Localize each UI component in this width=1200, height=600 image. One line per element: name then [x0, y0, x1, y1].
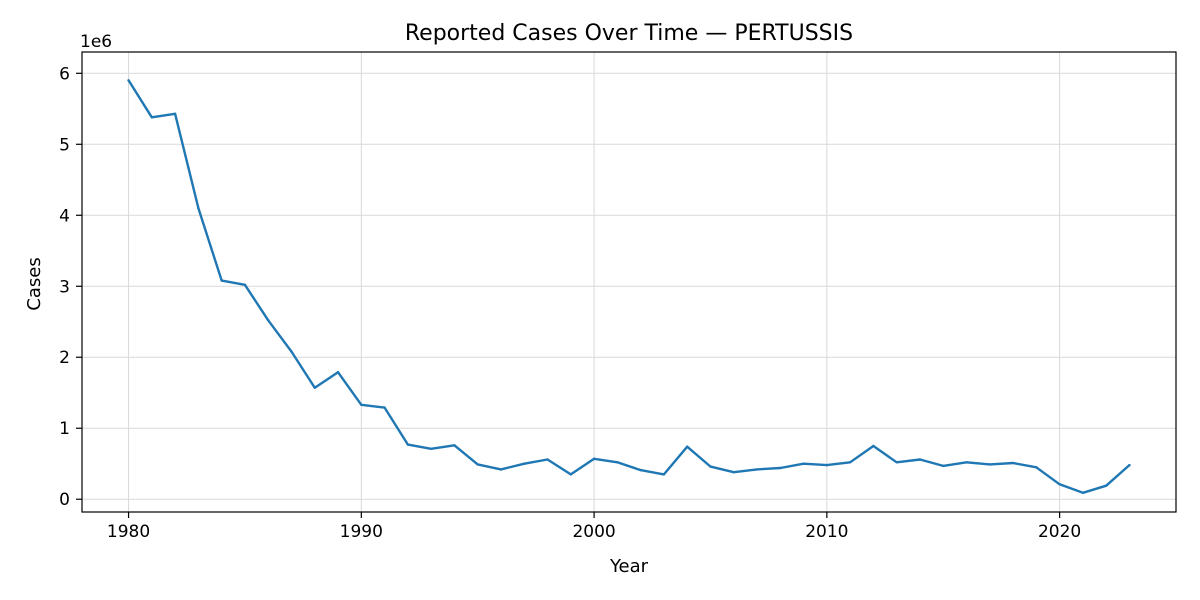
y-tick-label: 6 [59, 64, 70, 84]
data-point [267, 319, 270, 322]
y-tick-label: 0 [59, 490, 70, 510]
data-point [220, 279, 223, 282]
data-point [1011, 461, 1015, 465]
data-point [173, 112, 177, 115]
x-tick-label: 2010 [805, 522, 848, 542]
data-point [429, 447, 433, 451]
data-point [336, 370, 340, 374]
data-point [965, 461, 968, 464]
y-tick-label: 1 [59, 419, 70, 439]
x-tick-label: 1990 [340, 522, 383, 542]
data-point [1035, 466, 1038, 469]
data-point [197, 206, 200, 210]
chart-title: Reported Cases Over Time — PERTUSSIS [405, 21, 853, 46]
data-point [848, 461, 852, 464]
data-point [802, 462, 805, 465]
data-point [360, 403, 363, 407]
x-axis-ticks: 1980 1990 2000 2010 2020 [107, 512, 1081, 542]
data-point [942, 464, 945, 468]
data-point [127, 79, 130, 82]
series-line [127, 79, 1131, 494]
data-point [406, 443, 410, 446]
data-point [546, 458, 549, 461]
grid [82, 52, 1176, 512]
data-point [918, 458, 922, 461]
y-axis-label: Cases [24, 257, 45, 310]
x-axis-label: Year [609, 556, 649, 577]
data-point [685, 445, 689, 448]
data-point [476, 463, 479, 466]
data-point [383, 406, 386, 409]
y-tick-label: 3 [59, 277, 70, 297]
data-point [313, 386, 316, 389]
data-point [1058, 483, 1061, 486]
data-point [895, 461, 898, 464]
data-point [499, 468, 503, 471]
y-tick-label: 5 [59, 135, 70, 155]
series-layer [127, 79, 1131, 495]
data-point [1128, 463, 1131, 467]
data-point [1104, 484, 1108, 487]
data-point [592, 457, 596, 460]
data-point [779, 466, 782, 470]
data-point [290, 350, 293, 353]
data-point [662, 473, 666, 476]
plot-frame [81, 51, 1177, 513]
x-tick-label: 2000 [572, 522, 615, 542]
data-point [523, 462, 526, 465]
data-point [988, 463, 991, 466]
data-point [453, 444, 456, 447]
y-axis-offset-label: 1e6 [80, 32, 112, 52]
data-point [569, 473, 573, 476]
data-point [825, 463, 829, 467]
data-point [639, 468, 642, 472]
data-point [616, 461, 619, 464]
data-point [872, 444, 875, 448]
y-tick-label: 2 [59, 348, 70, 368]
y-tick-label: 4 [59, 206, 70, 226]
data-point [755, 468, 759, 471]
data-point [150, 116, 154, 119]
data-point [709, 465, 712, 468]
data-point [732, 471, 735, 474]
data-point [243, 283, 247, 287]
y-axis-ticks: 0 1 2 3 4 5 6 [59, 64, 82, 510]
x-tick-label: 1980 [107, 522, 150, 542]
data-point [1081, 491, 1085, 495]
x-tick-label: 2020 [1038, 522, 1081, 542]
